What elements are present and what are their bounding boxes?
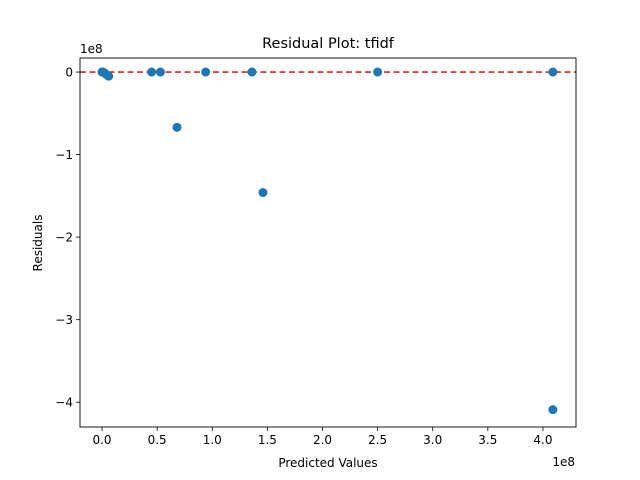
y-tick-label: 0 xyxy=(65,66,73,80)
residual-point xyxy=(172,122,182,132)
y-axis-label: Residuals xyxy=(31,215,45,272)
y-tick-label: −3 xyxy=(55,313,73,327)
y-tick-label: −2 xyxy=(55,231,73,245)
residual-point xyxy=(548,405,558,415)
plot-area-frame xyxy=(79,57,577,428)
x-tick-label: 3.5 xyxy=(478,433,497,447)
y-axis-ticks: 0 −1 −2 −3 −4 xyxy=(55,66,80,410)
x-tick-label: 2.5 xyxy=(368,433,387,447)
y-axis-offset-label: 1e8 xyxy=(80,42,103,56)
x-axis-offset-label: 1e8 xyxy=(552,455,575,469)
x-tick-label: 0.5 xyxy=(148,433,167,447)
residual-point xyxy=(373,67,383,77)
chart-title: Residual Plot: tfidf xyxy=(262,36,395,52)
x-tick-label: 1.5 xyxy=(258,433,277,447)
x-tick-label: 3.0 xyxy=(423,433,442,447)
residual-points xyxy=(97,67,558,415)
x-axis-label: Predicted Values xyxy=(278,456,377,470)
residual-point xyxy=(201,67,211,77)
y-tick-label: −4 xyxy=(55,396,73,410)
x-tick-label: 0.0 xyxy=(92,433,111,447)
residual-point xyxy=(155,67,165,77)
residual-point xyxy=(247,67,257,77)
residual-point xyxy=(548,67,558,77)
x-tick-label: 2.0 xyxy=(313,433,332,447)
x-axis-ticks: 0.0 0.5 1.0 1.5 2.0 2.5 3.0 3.5 4.0 xyxy=(92,427,552,447)
residual-point xyxy=(104,71,114,81)
residual-point xyxy=(258,188,268,198)
x-tick-label: 1.0 xyxy=(203,433,222,447)
y-tick-label: −1 xyxy=(55,148,73,162)
residual-point xyxy=(147,67,157,77)
x-tick-label: 4.0 xyxy=(533,433,552,447)
